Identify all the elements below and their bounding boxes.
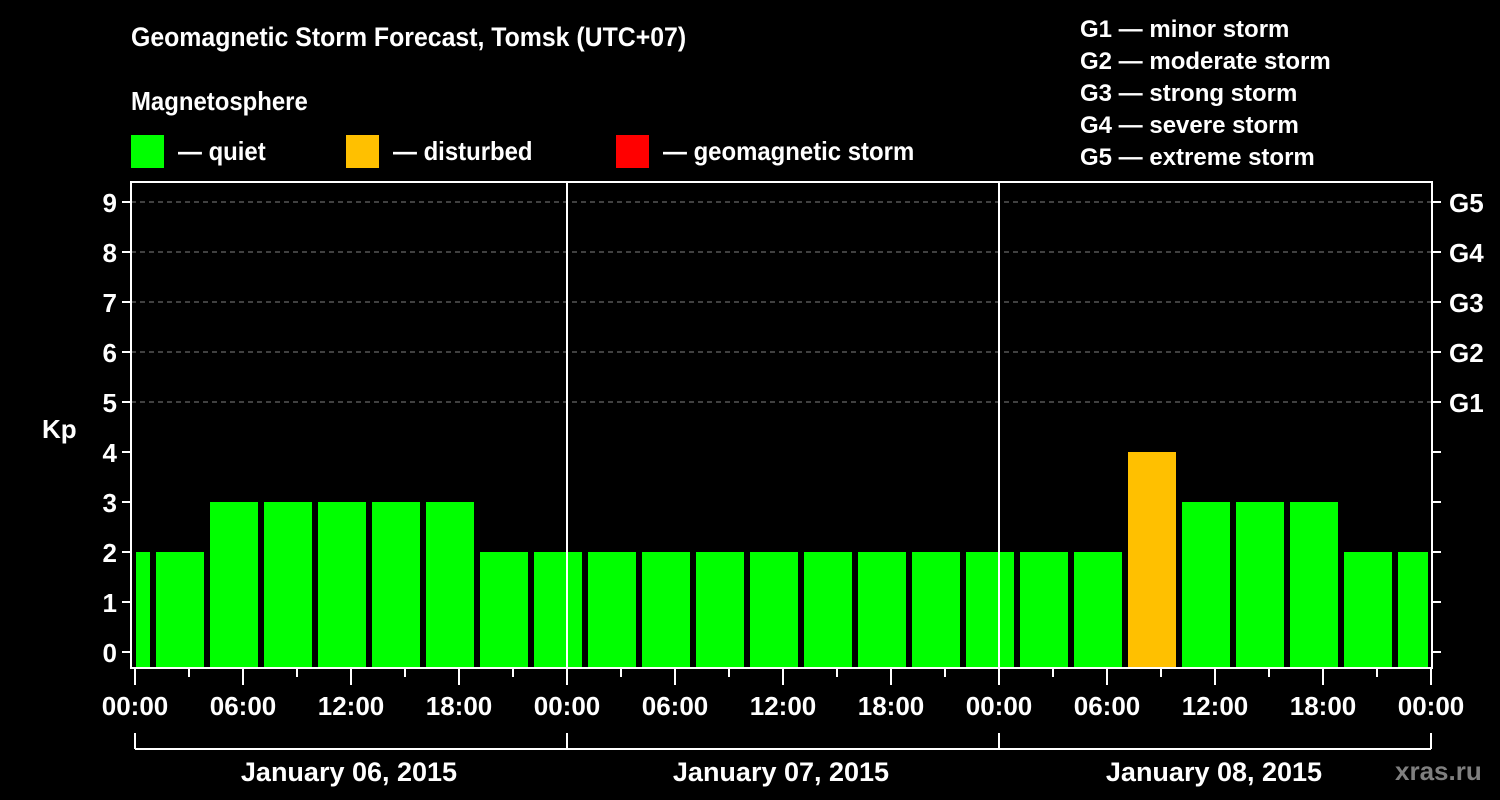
- axis-labels: 0 1 2 3 4 5 6 7 8 9 G1 G2 G3 G4 G5 00:00 06:00 12:00 18:00…: [102, 188, 1484, 787]
- x-tick-label: 12:00: [750, 691, 817, 721]
- kp-bar: [1236, 502, 1284, 667]
- kp-bar: [588, 552, 636, 667]
- y-tick-label: 3: [103, 488, 117, 518]
- kp-bar: [136, 552, 150, 667]
- quiet-swatch: [131, 134, 164, 168]
- y-tick-label: 1: [103, 588, 117, 618]
- g-level-label: G1: [1449, 388, 1484, 418]
- g-scale-item: G4 — severe storm: [1080, 112, 1299, 139]
- kp-bar: [318, 502, 366, 667]
- y-tick-label: 9: [103, 188, 117, 218]
- g-scale-item: G1 — minor storm: [1080, 16, 1290, 43]
- disturbed-swatch: [346, 134, 379, 168]
- legend-item-quiet: — quiet: [131, 134, 273, 168]
- g-level-label: G2: [1449, 338, 1484, 368]
- kp-bar: [750, 552, 798, 667]
- grid-lines: [131, 201, 1432, 403]
- kp-bar: [858, 552, 906, 667]
- g-scale-item: G5 — extreme storm: [1080, 144, 1315, 171]
- kp-bar: [1344, 552, 1392, 667]
- x-tick-label: 06:00: [210, 691, 277, 721]
- x-tick-label: 00:00: [102, 691, 169, 721]
- x-tick-label: 06:00: [1074, 691, 1141, 721]
- x-tick-label: 18:00: [426, 691, 493, 721]
- y-tick-label: 7: [103, 288, 117, 318]
- kp-bar: [696, 552, 744, 667]
- day-label: January 06, 2015: [241, 757, 457, 787]
- legend-item-storm: — geomagnetic storm: [616, 134, 936, 168]
- kp-bar: [804, 552, 852, 667]
- y-tick-label: 5: [103, 388, 117, 418]
- y-tick-label: 2: [103, 538, 117, 568]
- x-tick-label: 18:00: [1290, 691, 1357, 721]
- x-tick-label: 06:00: [642, 691, 709, 721]
- legend-label: — disturbed: [393, 135, 533, 166]
- kp-bar: [1290, 502, 1338, 667]
- g-level-label: G5: [1449, 188, 1484, 218]
- kp-bar: [1020, 552, 1068, 667]
- kp-bar: [426, 502, 474, 667]
- x-tick-label: 00:00: [534, 691, 601, 721]
- legend-label: — geomagnetic storm: [663, 135, 915, 166]
- y-tick-label: 8: [103, 238, 117, 268]
- bars: [136, 452, 1428, 667]
- g-level-label: G3: [1449, 288, 1484, 318]
- kp-bar: [534, 552, 582, 667]
- y-axis-label: Kp: [42, 414, 77, 444]
- day-label: January 08, 2015: [1106, 757, 1322, 787]
- kp-bar: [480, 552, 528, 667]
- kp-bar: [372, 502, 420, 667]
- x-tick-label: 12:00: [1182, 691, 1249, 721]
- kp-bar: [1074, 552, 1122, 667]
- g-scale-legend: G1 — minor storm G2 — moderate storm G3 …: [1080, 14, 1331, 174]
- x-tick-label: 12:00: [318, 691, 385, 721]
- kp-bar: [1398, 552, 1428, 667]
- axes: [122, 181, 1441, 750]
- g-scale-item: G3 — strong storm: [1080, 80, 1298, 107]
- chart-title: Geomagnetic Storm Forecast, Tomsk (UTC+0…: [131, 22, 687, 52]
- x-tick-label: 18:00: [858, 691, 925, 721]
- kp-bar: [1128, 452, 1176, 667]
- g-level-label: G4: [1449, 238, 1484, 268]
- kp-bar: [642, 552, 690, 667]
- x-tick-label: 00:00: [966, 691, 1033, 721]
- kp-bar: [264, 502, 312, 667]
- legend-item-disturbed: — disturbed: [346, 134, 545, 168]
- x-tick-label: 00:00: [1398, 691, 1465, 721]
- legend-label: — quiet: [178, 135, 266, 166]
- storm-swatch: [616, 134, 649, 168]
- y-tick-label: 6: [103, 338, 117, 368]
- day-label: January 07, 2015: [673, 757, 889, 787]
- g-scale-item: G2 — moderate storm: [1080, 48, 1331, 75]
- watermark: xras.ru: [1395, 756, 1482, 786]
- kp-bar: [210, 502, 258, 667]
- kp-bar: [1182, 502, 1230, 667]
- kp-bar: [912, 552, 960, 667]
- y-tick-label: 4: [103, 438, 118, 468]
- plot-frame: [130, 181, 1433, 669]
- kp-bar: [966, 552, 1014, 667]
- legend-heading: Magnetosphere: [131, 86, 308, 116]
- kp-bar: [156, 552, 204, 667]
- y-tick-label: 0: [103, 638, 117, 668]
